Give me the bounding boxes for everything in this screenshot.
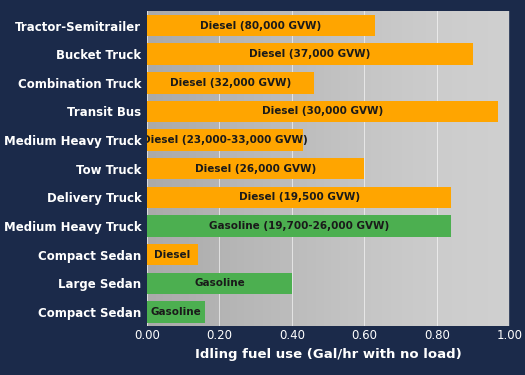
- Bar: [147, 101, 498, 122]
- Bar: [147, 273, 292, 294]
- Bar: [147, 215, 452, 237]
- Bar: [147, 129, 303, 151]
- Bar: [147, 301, 205, 322]
- Bar: [147, 244, 198, 266]
- Text: Diesel: Diesel: [154, 250, 191, 259]
- Text: Gasoline: Gasoline: [151, 307, 202, 317]
- X-axis label: Idling fuel use (Gal/hr with no load): Idling fuel use (Gal/hr with no load): [195, 348, 461, 361]
- Text: Diesel (19,500 GVW): Diesel (19,500 GVW): [238, 192, 360, 202]
- Text: Diesel (30,000 GVW): Diesel (30,000 GVW): [262, 106, 383, 117]
- Text: Gasoline: Gasoline: [194, 278, 245, 288]
- Text: Diesel (32,000 GVW): Diesel (32,000 GVW): [170, 78, 291, 88]
- Bar: [147, 158, 364, 180]
- Text: Diesel (37,000 GVW): Diesel (37,000 GVW): [249, 49, 371, 59]
- Text: Diesel (80,000 GVW): Diesel (80,000 GVW): [201, 21, 322, 31]
- Bar: [147, 187, 452, 208]
- Bar: [147, 72, 313, 94]
- Text: Gasoline (19,700-26,000 GVW): Gasoline (19,700-26,000 GVW): [209, 221, 389, 231]
- Bar: [147, 15, 375, 36]
- Bar: [147, 44, 473, 65]
- Text: Diesel (23,000-33,000 GVW): Diesel (23,000-33,000 GVW): [142, 135, 308, 145]
- Text: Diesel (26,000 GVW): Diesel (26,000 GVW): [195, 164, 316, 174]
